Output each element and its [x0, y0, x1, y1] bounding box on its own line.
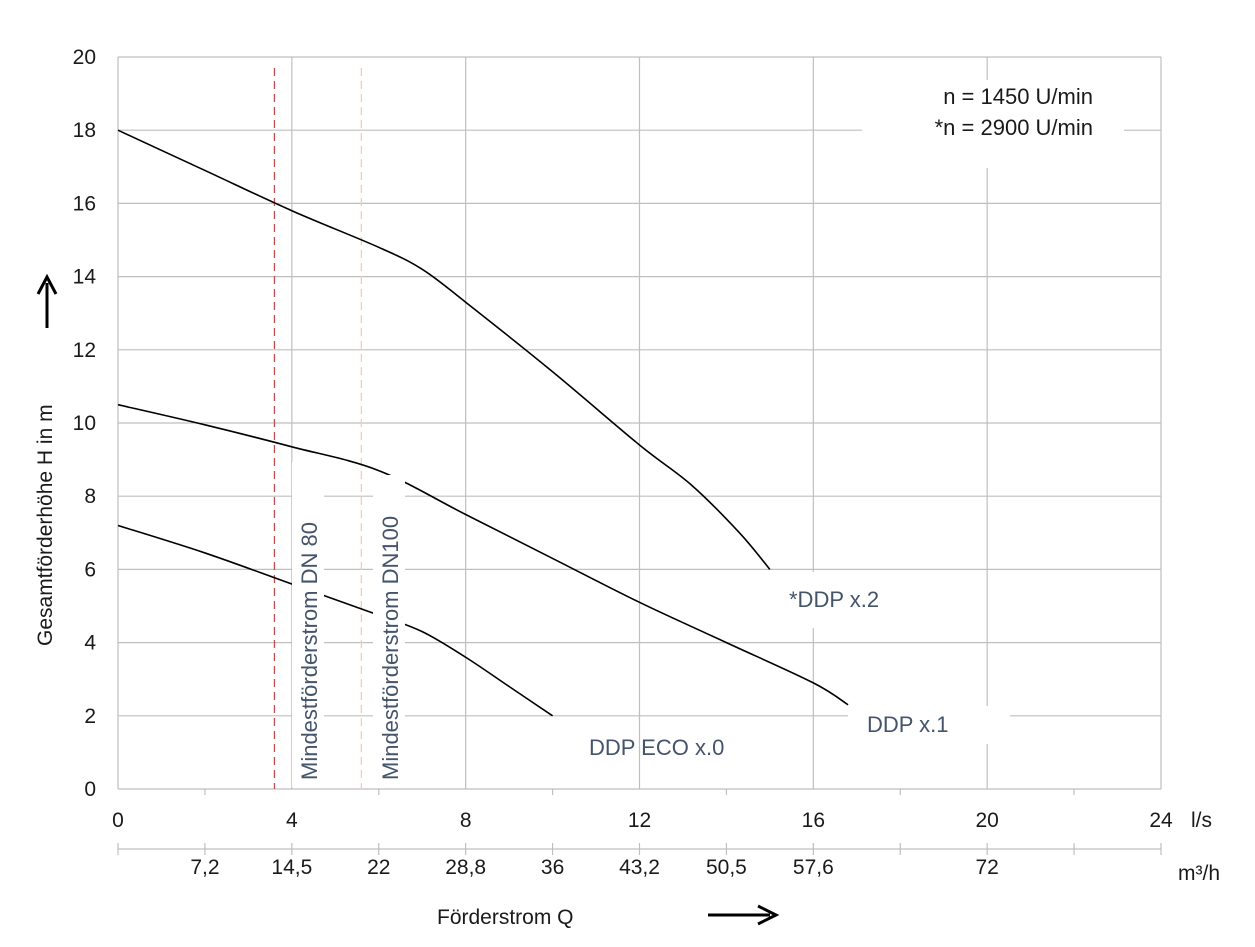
x-tick-label: 12 — [628, 809, 651, 832]
y-tick-label: 4 — [84, 632, 96, 655]
x2-tick-label: 7,2 — [190, 856, 219, 879]
curve-label-ddp-x1: DDP x.1 — [867, 712, 949, 737]
secondary-x-axis: 7,2 14,5 22 28,8 36 43,2 50,5 57,6 72 — [117, 789, 1162, 879]
y-tick-label: 8 — [84, 485, 96, 508]
grid-lines — [117, 56, 1162, 790]
x2-tick-label: 57,6 — [793, 856, 834, 879]
x2-tick-label: 72 — [975, 856, 998, 879]
x2-unit-m3h: m³/h — [1178, 862, 1220, 885]
x-tick-label: 4 — [286, 809, 298, 832]
y-tick-label: 12 — [73, 339, 96, 362]
x-axis-title: Förderstrom Q — [437, 906, 574, 929]
y-tick-label: 14 — [73, 266, 97, 289]
x2-tick-label: 50,5 — [706, 856, 747, 879]
x2-tick-label: 22 — [367, 856, 390, 879]
x-tick-label: 8 — [460, 809, 472, 832]
knockout-curve-x2 — [770, 572, 908, 628]
y-tick-label: 16 — [73, 192, 96, 215]
x2-tick-label: 36 — [541, 856, 564, 879]
x2-tick-label: 28,8 — [445, 856, 486, 879]
x-tick-label: 24 — [1149, 809, 1173, 832]
y-tick-label: 2 — [84, 705, 96, 728]
x2-tick-label: 14,5 — [271, 856, 312, 879]
curve-ddp-x1 — [117, 403, 849, 706]
y-arrow-icon — [36, 273, 58, 328]
x-unit-ls: l/s — [1191, 809, 1212, 832]
x2-tick-label: 43,2 — [619, 856, 660, 879]
y-tick-labels: 0 2 4 6 8 10 12 14 16 18 20 — [73, 46, 97, 801]
curve-ddp-x2 — [117, 129, 771, 570]
speed-annotation-1: n = 1450 U/min — [943, 84, 1093, 109]
curve-label-ddp-eco-x0: DDP ECO x.0 — [589, 735, 724, 760]
knockout-speed — [862, 80, 1124, 168]
y-tick-label: 0 — [84, 778, 96, 801]
label-backgrounds — [292, 80, 1124, 787]
x-tick-label: 0 — [112, 809, 124, 832]
ref-label-dn100: Mindestförderstrom DN100 — [378, 516, 403, 780]
y-axis-title: Gesamtförderhöhe H in m — [34, 404, 57, 646]
x-tick-label: 20 — [975, 809, 998, 832]
knockout-curve-x1 — [848, 706, 1010, 744]
x-tick-labels: 0 4 8 12 16 20 24 — [112, 809, 1173, 832]
y-tick-label: 10 — [73, 412, 96, 435]
knockout-ref-dn100 — [373, 475, 405, 787]
y-tick-label: 18 — [73, 119, 96, 142]
curve-ddp-eco-x0 — [117, 524, 554, 717]
speed-annotation-2: *n = 2900 U/min — [935, 115, 1093, 140]
y-tick-label: 6 — [84, 558, 96, 581]
x-tick-label: 16 — [802, 809, 825, 832]
curve-label-ddp-x2: *DDP x.2 — [789, 587, 879, 612]
ref-label-dn80: Mindestförderstrom DN 80 — [297, 522, 322, 780]
reference-lines — [273, 68, 363, 789]
y-tick-label: 20 — [73, 46, 96, 69]
knockout-ref-dn80 — [292, 462, 324, 787]
x-arrow-icon — [708, 904, 780, 926]
